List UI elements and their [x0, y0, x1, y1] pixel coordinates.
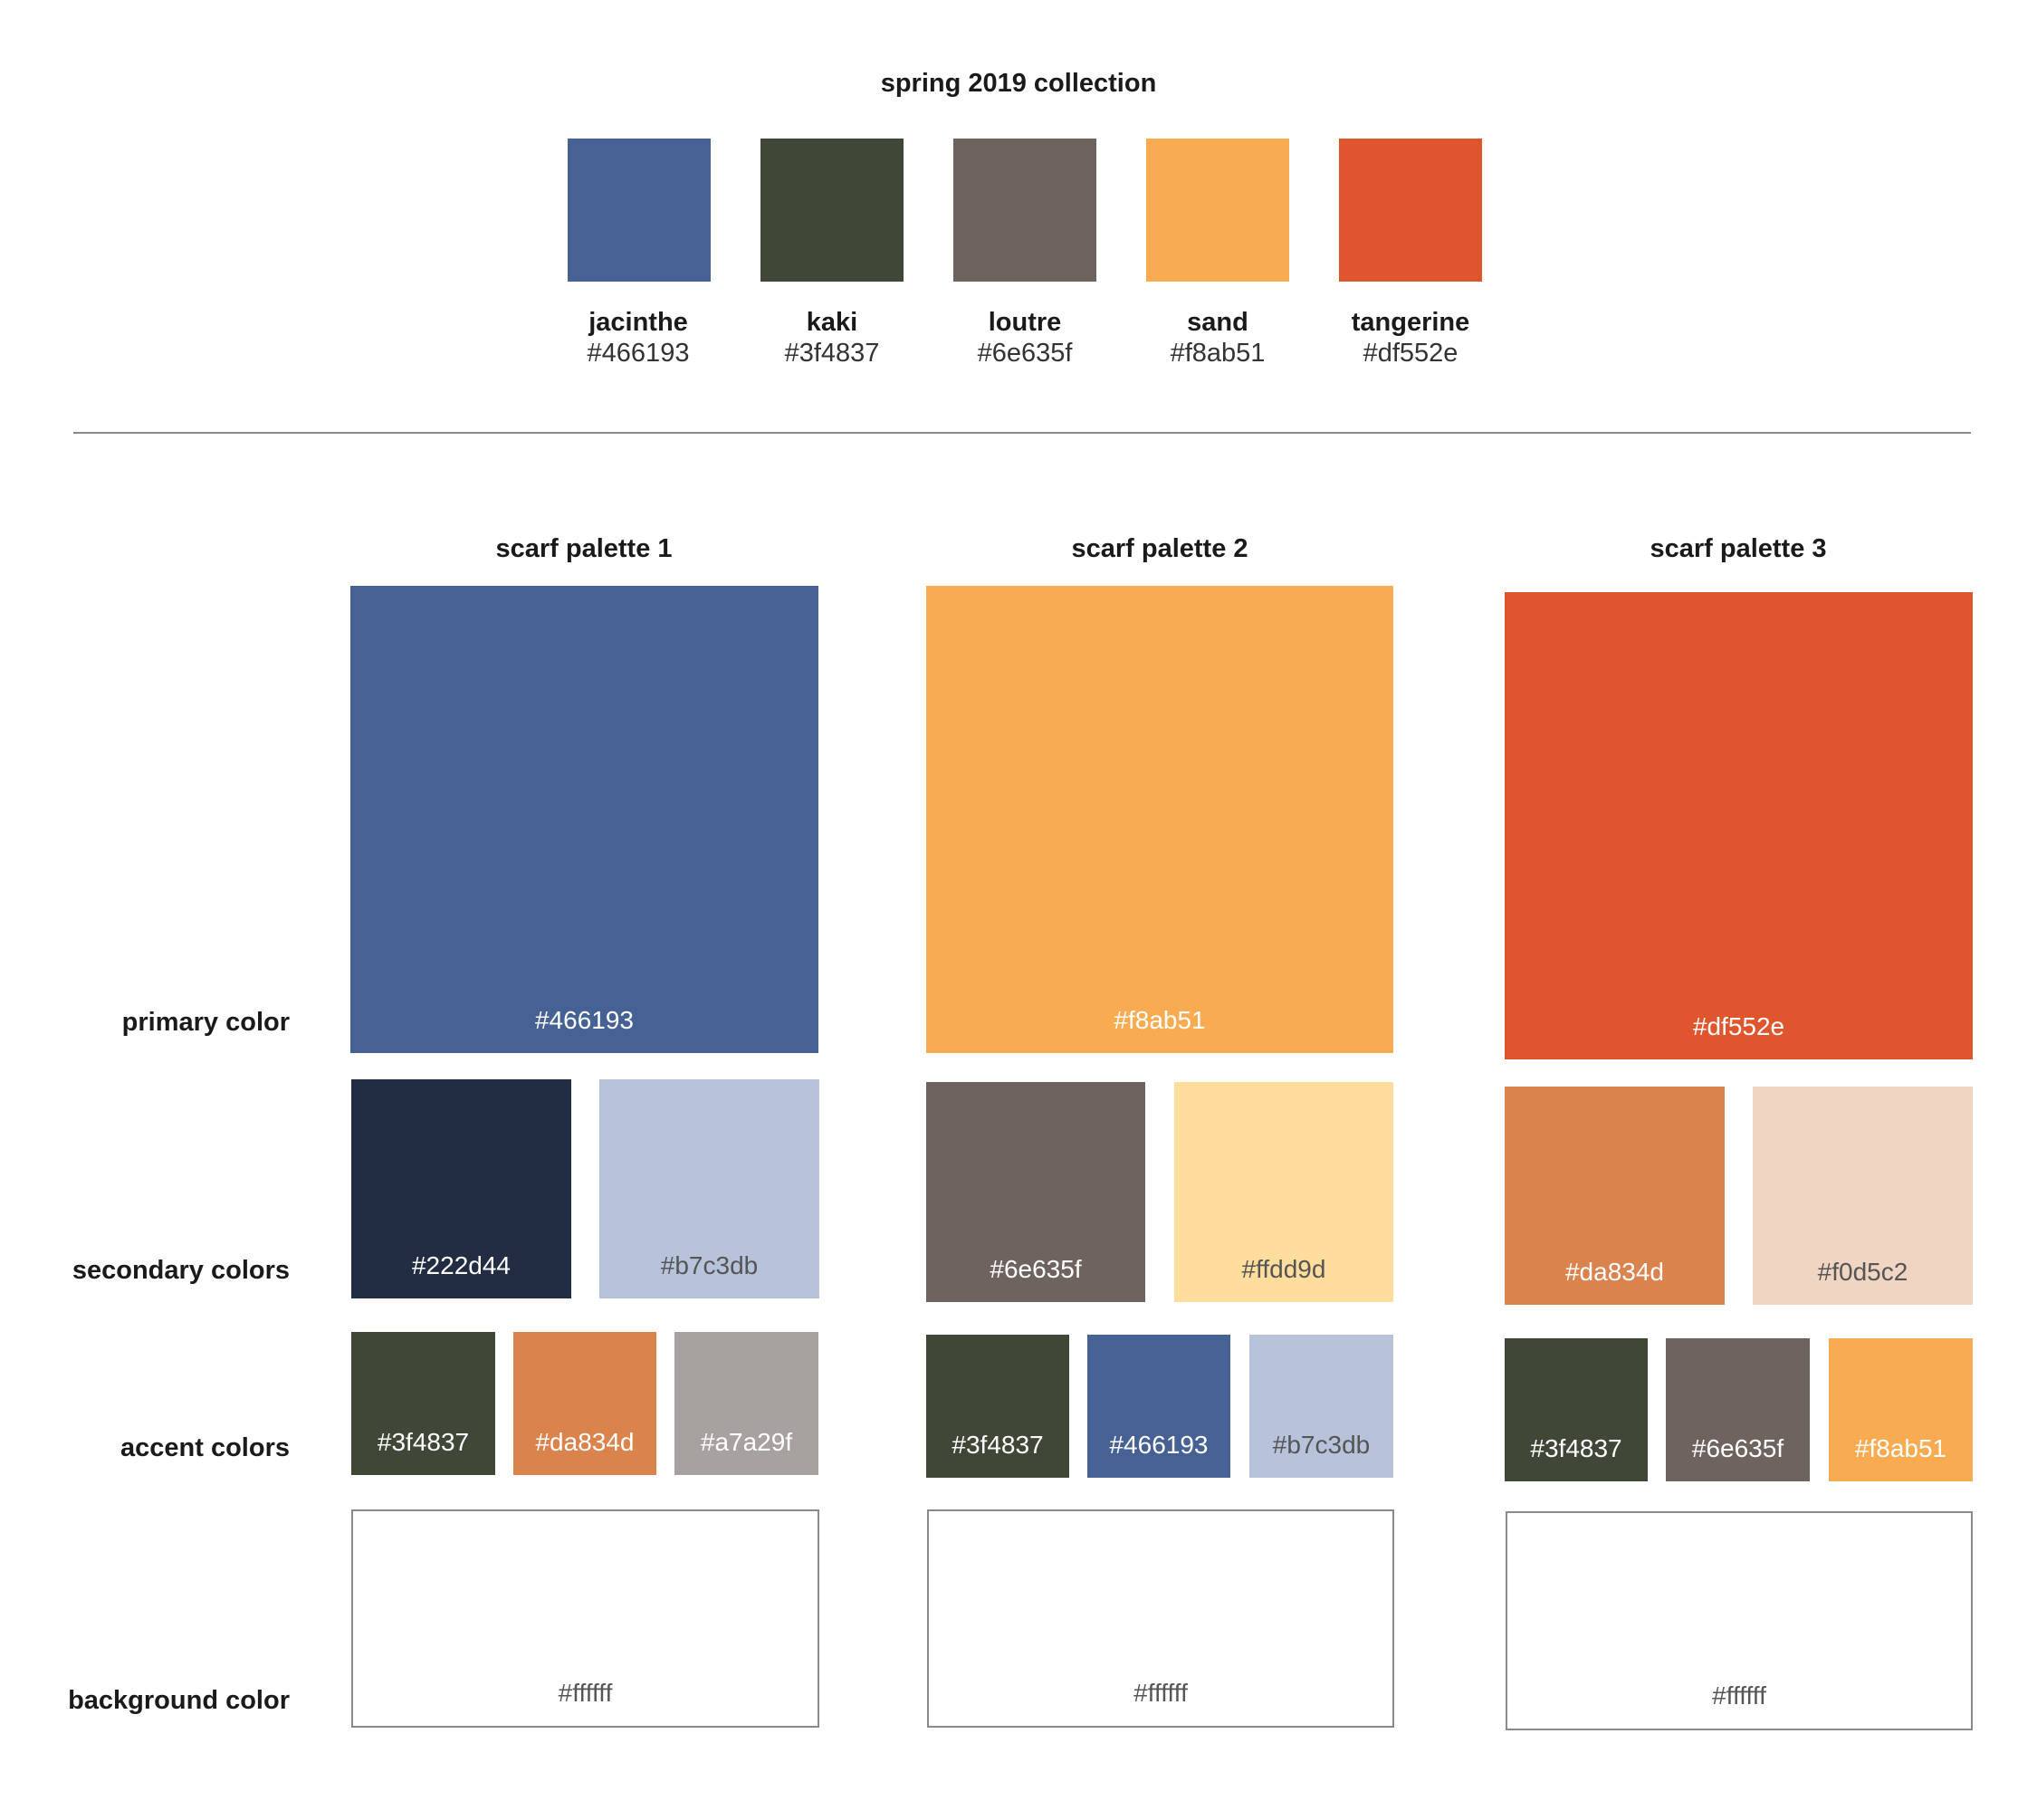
secondary-swatch: #b7c3db [599, 1079, 819, 1298]
hex-label: #ffffff [1712, 1681, 1766, 1710]
accent-swatch: #3f4837 [926, 1335, 1069, 1478]
swatch-jacinthe [568, 139, 711, 282]
hex-label: #da834d [1564, 1258, 1664, 1286]
swatch-tangerine [1339, 139, 1482, 282]
hex-label: #da834d [535, 1428, 635, 1456]
accent-swatch: #a7a29f [674, 1332, 818, 1475]
accent-swatch: #6e635f [1666, 1338, 1810, 1481]
hex-label: #3f4837 [377, 1428, 470, 1456]
accent-swatch: #da834d [513, 1332, 656, 1475]
hex-label: #466193 [1109, 1431, 1209, 1459]
secondary-swatch: #f0d5c2 [1753, 1087, 1973, 1305]
swatch-name: loutre [988, 308, 1062, 337]
swatch-name: jacinthe [588, 308, 688, 337]
swatch-hex: #466193 [587, 339, 690, 368]
secondary-swatch: #da834d [1505, 1087, 1725, 1305]
secondary-swatch: #6e635f [926, 1082, 1145, 1302]
accent-swatch: #b7c3db [1249, 1335, 1393, 1478]
hex-label: #3f4837 [952, 1431, 1044, 1459]
palette-title: scarf palette 2 [1071, 534, 1248, 563]
swatch-name: kaki [806, 308, 858, 337]
hex-label: #222d44 [411, 1251, 511, 1279]
secondary-swatch: #222d44 [351, 1079, 571, 1298]
accent-swatch: #3f4837 [351, 1332, 495, 1475]
swatch-sand [1146, 139, 1289, 282]
accent-swatch: #466193 [1087, 1335, 1230, 1478]
swatch-name: tangerine [1351, 308, 1470, 337]
palette-title: scarf palette 1 [495, 534, 673, 563]
hex-label: #f8ab51 [1114, 1006, 1206, 1034]
row-label-secondary: secondary colors [72, 1256, 290, 1285]
palette-title: scarf palette 3 [1650, 534, 1827, 563]
hex-label: #f0d5c2 [1817, 1258, 1908, 1286]
row-label-primary: primary color [121, 1008, 290, 1037]
background-swatch: #ffffff [927, 1509, 1394, 1728]
swatch-hex: #df552e [1363, 339, 1458, 368]
swatch-hex: #6e635f [977, 339, 1073, 368]
secondary-swatch: #ffdd9d [1174, 1082, 1393, 1302]
primary-swatch: #df552e [1505, 592, 1973, 1059]
swatch-hex: #f8ab51 [1170, 339, 1266, 368]
background-swatch: #ffffff [351, 1509, 819, 1728]
hex-label: #466193 [534, 1006, 634, 1034]
hex-label: #b7c3db [1272, 1431, 1371, 1459]
hex-label: #ffdd9d [1241, 1255, 1326, 1283]
swatch-kaki [760, 139, 904, 282]
collection-title: spring 2019 collection [880, 69, 1157, 98]
hex-label: #df552e [1692, 1012, 1785, 1040]
background-swatch: #ffffff [1506, 1511, 1973, 1730]
row-label-accent: accent colors [120, 1433, 290, 1462]
hex-label: #a7a29f [700, 1428, 793, 1456]
swatch-name: sand [1187, 308, 1248, 337]
hex-label: #ffffff [558, 1679, 613, 1707]
hex-label: #b7c3db [660, 1251, 759, 1279]
hex-label: #6e635f [990, 1255, 1082, 1283]
hex-label: #ffffff [1133, 1679, 1188, 1707]
primary-swatch: #466193 [350, 586, 818, 1053]
primary-swatch: #f8ab51 [926, 586, 1393, 1053]
row-label-background: background color [68, 1686, 290, 1715]
accent-swatch: #f8ab51 [1829, 1338, 1973, 1481]
hex-label: #3f4837 [1530, 1434, 1622, 1462]
hex-label: #6e635f [1691, 1434, 1784, 1462]
accent-swatch: #3f4837 [1505, 1338, 1648, 1481]
hex-label: #f8ab51 [1854, 1434, 1947, 1462]
swatch-hex: #3f4837 [784, 339, 880, 368]
divider [73, 432, 1971, 434]
swatch-loutre [953, 139, 1096, 282]
